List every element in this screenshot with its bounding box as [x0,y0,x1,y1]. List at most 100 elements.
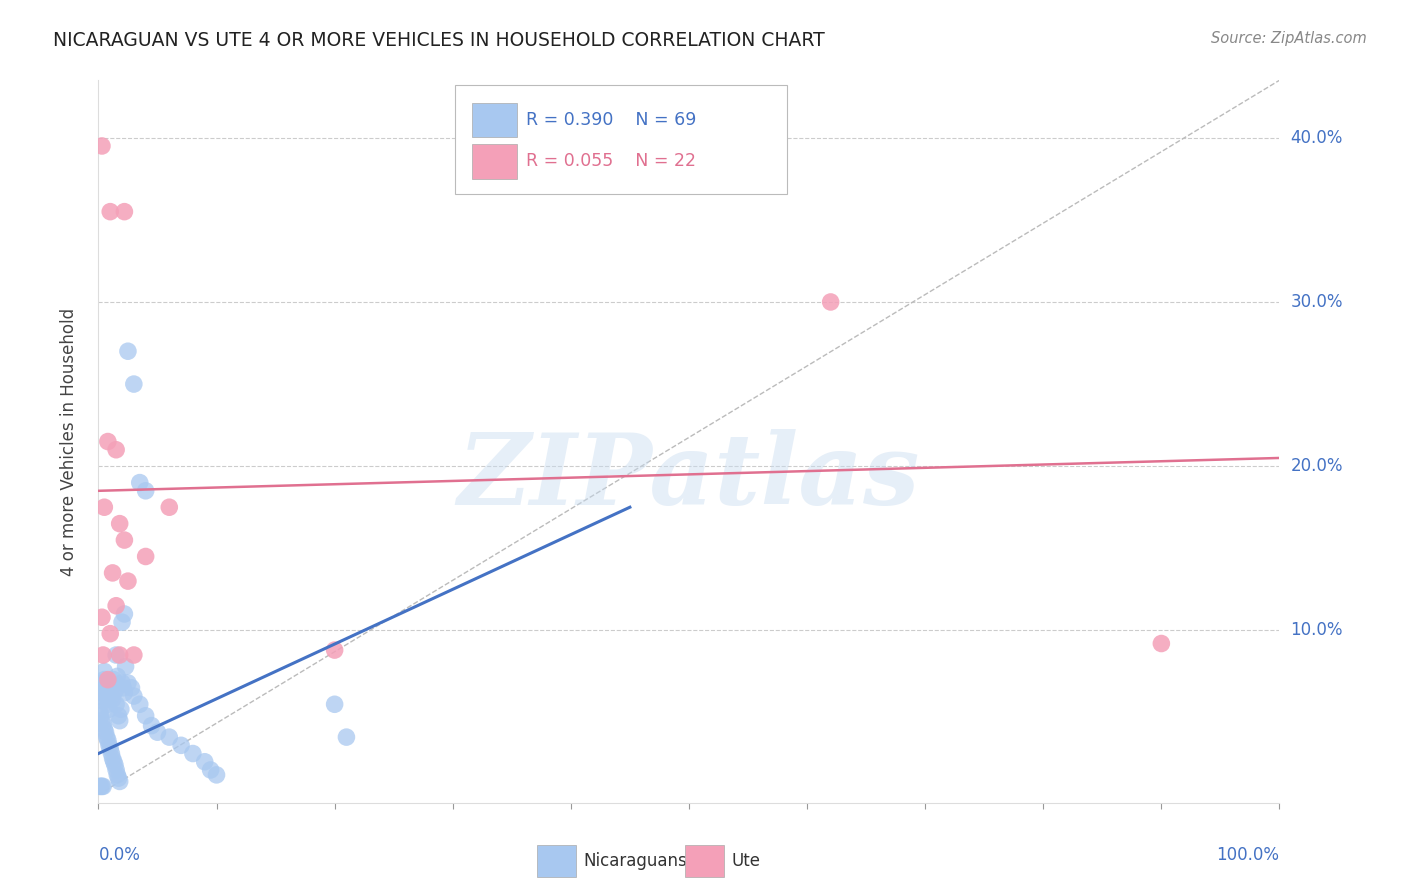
Point [90,780,112,794]
Point [105,698,128,712]
Point [100,689,122,703]
Point [114,659,136,673]
Point [122,648,145,662]
Text: Nicaraguans: Nicaraguans [583,852,688,870]
Point [97,733,120,747]
Point [117,344,139,359]
Point [104,758,127,772]
Point [157,730,180,744]
Point [111,676,134,690]
Text: 30.0%: 30.0% [1291,293,1343,311]
FancyBboxPatch shape [471,103,516,137]
Point [108,774,131,789]
Text: R = 0.390    N = 69: R = 0.390 N = 69 [526,111,696,129]
Point [97,673,120,687]
Point [98,741,121,756]
Point [101,566,124,580]
Point [90,684,112,698]
Point [323,698,346,712]
Point [323,643,346,657]
Text: 20.0%: 20.0% [1291,458,1343,475]
Point [90,708,112,723]
Point [101,751,124,765]
Point [105,669,128,683]
Text: Ute: Ute [731,852,761,870]
Point [103,673,125,687]
Point [100,747,122,761]
Point [93,665,115,679]
Point [141,718,163,732]
Point [170,739,193,753]
Text: 100.0%: 100.0% [1216,847,1279,864]
Point [91,717,114,731]
Point [117,676,139,690]
Point [135,708,157,723]
Text: 10.0%: 10.0% [1291,622,1343,640]
Text: NICARAGUAN VS UTE 4 OR MORE VEHICLES IN HOUSEHOLD CORRELATION CHART: NICARAGUAN VS UTE 4 OR MORE VEHICLES IN … [53,31,825,50]
Point [105,648,128,662]
Point [97,434,120,449]
Point [146,725,169,739]
Text: R = 0.055    N = 22: R = 0.055 N = 22 [526,153,696,170]
Point [135,483,157,498]
Point [98,626,121,640]
Text: Source: ZipAtlas.com: Source: ZipAtlas.com [1211,31,1367,46]
Point [91,780,114,794]
Point [112,681,135,695]
Point [107,708,129,723]
Point [96,689,118,703]
Text: 0.0%: 0.0% [98,847,141,864]
Point [93,722,115,736]
Point [128,475,150,490]
FancyBboxPatch shape [471,144,516,178]
Point [110,702,132,716]
Point [98,681,121,695]
Point [103,755,125,769]
Point [91,694,114,708]
Point [111,615,134,630]
Point [91,714,114,728]
Point [91,610,114,624]
Point [820,295,842,310]
Point [98,739,121,753]
Text: ZIPatlas: ZIPatlas [458,429,920,526]
Point [105,768,128,782]
Point [112,533,135,547]
Point [93,673,115,687]
Point [122,689,145,703]
Point [93,500,115,515]
FancyBboxPatch shape [456,86,787,194]
Point [105,442,128,457]
Point [97,698,120,712]
Point [105,599,128,613]
Point [157,500,180,515]
Point [105,763,128,777]
Y-axis label: 4 or more Vehicles in Household: 4 or more Vehicles in Household [59,308,77,575]
Point [205,768,228,782]
Point [98,702,121,716]
Point [96,730,118,744]
Point [128,698,150,712]
Point [107,771,129,785]
Point [122,377,145,392]
Point [135,549,157,564]
Point [108,648,131,662]
Point [94,681,117,695]
Point [89,780,111,794]
Point [94,725,117,739]
Point [108,516,131,531]
Point [112,686,135,700]
Point [108,714,131,728]
Point [91,648,114,662]
Point [91,139,114,153]
Point [335,730,357,744]
Text: 40.0%: 40.0% [1291,128,1343,147]
Point [194,755,217,769]
Point [181,747,204,761]
Point [89,689,111,703]
Point [91,780,114,794]
Point [1150,636,1173,650]
Point [98,204,121,219]
Point [112,607,135,621]
Point [101,692,124,706]
